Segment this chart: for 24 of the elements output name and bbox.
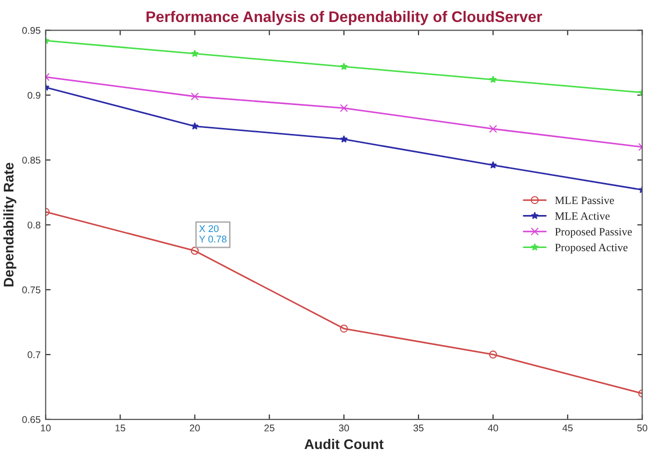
x-tick-label: 15 xyxy=(116,424,126,432)
x-tick-label: 30 xyxy=(338,424,349,432)
x-tick-label: 45 xyxy=(562,424,573,432)
annotation: X 20 Y 0.78 xyxy=(199,225,226,243)
y-axis-title: Dependability Rate xyxy=(3,162,16,286)
x-tick-label: 10 xyxy=(40,424,51,432)
x-tick-label: 35 xyxy=(413,424,424,432)
legend-label: MLE Active xyxy=(555,212,610,220)
x-axis-title: Audit Count xyxy=(304,438,384,450)
legend-label: Proposed Passive xyxy=(555,228,632,238)
y-tick-label: 0.7 xyxy=(28,351,40,358)
y-tick-label: 0.8 xyxy=(28,222,40,228)
x-tick-label: 25 xyxy=(264,424,274,432)
x-tick-label: 20 xyxy=(190,424,200,432)
x-tick-label: 40 xyxy=(488,424,498,432)
y-tick-label: 0.75 xyxy=(22,286,40,294)
legend-label: MLE Passive xyxy=(555,196,614,204)
chart-title: Performance Analysis of Dependability of CloudServer xyxy=(146,10,542,26)
x-tick-label: 50 xyxy=(637,424,648,432)
y-tick-label: 0.65 xyxy=(22,416,40,424)
y-tick-label: 0.95 xyxy=(22,27,40,34)
y-tick-label: 0.9 xyxy=(28,92,40,99)
legend-label: Proposed Active xyxy=(555,243,628,254)
y-tick-label: 0.85 xyxy=(22,156,40,164)
